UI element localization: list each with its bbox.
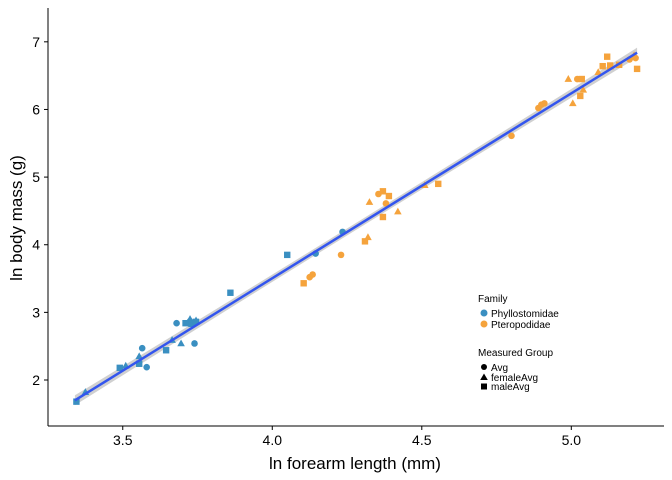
- data-point-square: [385, 192, 393, 200]
- axes-layer: [47, 8, 664, 427]
- data-point-square: [578, 75, 585, 83]
- data-point-square: [633, 65, 641, 73]
- data-point-square: [116, 364, 123, 372]
- data-point-square: [227, 289, 234, 296]
- legend-pteropodidae-label: Pteropodidae: [491, 320, 551, 331]
- x-tick-label: 4.5: [412, 432, 432, 448]
- y-tick-label: 6: [32, 101, 40, 117]
- data-point-square: [73, 398, 80, 405]
- legend-family-title: Family: [478, 294, 507, 305]
- legend-phyllostomidae-label: Phyllostomidae: [491, 309, 559, 320]
- legend-maleavg-key: [481, 383, 487, 390]
- x-tick-label: 5.0: [562, 432, 582, 448]
- data-point-square: [300, 280, 307, 287]
- data-point-circle: [508, 132, 515, 140]
- data-point-square: [136, 360, 143, 367]
- data-point-triangle: [594, 68, 603, 76]
- data-point-circle: [143, 363, 150, 371]
- data-points-layer: [73, 51, 641, 405]
- data-point-triangle: [394, 207, 402, 215]
- legend-phyllostomidae-key: [480, 309, 488, 317]
- data-point-circle: [309, 271, 316, 278]
- ticks-layer: 3.5 4.0 4.5 5.0 2 3 4 5 6 7: [32, 34, 581, 448]
- data-point-triangle: [177, 339, 185, 347]
- data-point-square: [603, 53, 611, 60]
- data-point-circle: [382, 200, 390, 207]
- y-tick-label: 4: [32, 237, 40, 253]
- legend-femaleavg-label: femaleAvg: [491, 373, 538, 384]
- data-point-triangle: [568, 99, 577, 107]
- legend-femaleavg-key: [480, 373, 488, 380]
- data-point-square: [577, 92, 584, 100]
- legend-avg-key: [481, 364, 487, 370]
- data-point-triangle: [564, 75, 573, 82]
- data-point-square: [435, 180, 442, 188]
- regression-line: [74, 51, 638, 402]
- legend-avg-label: Avg: [491, 363, 508, 374]
- x-tick-label: 3.5: [113, 432, 133, 448]
- data-point-circle: [541, 100, 548, 107]
- data-point-square: [606, 62, 614, 69]
- y-axis-title: ln body mass (g): [7, 155, 26, 281]
- legend: Family Phyllostomidae Pteropodidae Measu…: [478, 294, 559, 393]
- y-tick-label: 2: [32, 372, 40, 388]
- data-point-square: [379, 213, 387, 221]
- data-point-square: [162, 347, 170, 354]
- data-point-square: [379, 188, 387, 195]
- legend-group-title: Measured Group: [478, 348, 553, 359]
- fit-line-layer: [74, 51, 638, 402]
- data-point-triangle: [365, 198, 374, 205]
- y-tick-label: 5: [32, 169, 40, 185]
- data-point-square: [599, 62, 606, 70]
- data-point-circle: [138, 344, 146, 352]
- y-tick-label: 7: [32, 34, 40, 50]
- data-point-triangle: [135, 352, 144, 360]
- data-point-circle: [173, 319, 180, 327]
- data-point-triangle: [579, 85, 588, 93]
- data-point-square: [284, 251, 291, 259]
- x-axis-title: ln forearm length (mm): [269, 454, 441, 473]
- x-tick-label: 4.0: [263, 432, 283, 448]
- data-point-circle: [337, 251, 345, 259]
- data-point-square: [361, 238, 369, 245]
- data-point-square: [182, 319, 189, 327]
- legend-pteropodidae-key: [480, 320, 488, 328]
- legend-maleavg-label: maleAvg: [491, 382, 530, 393]
- data-point-circle: [191, 340, 198, 347]
- y-tick-label: 3: [32, 304, 40, 320]
- data-point-square: [188, 320, 195, 328]
- data-point-square: [192, 318, 200, 326]
